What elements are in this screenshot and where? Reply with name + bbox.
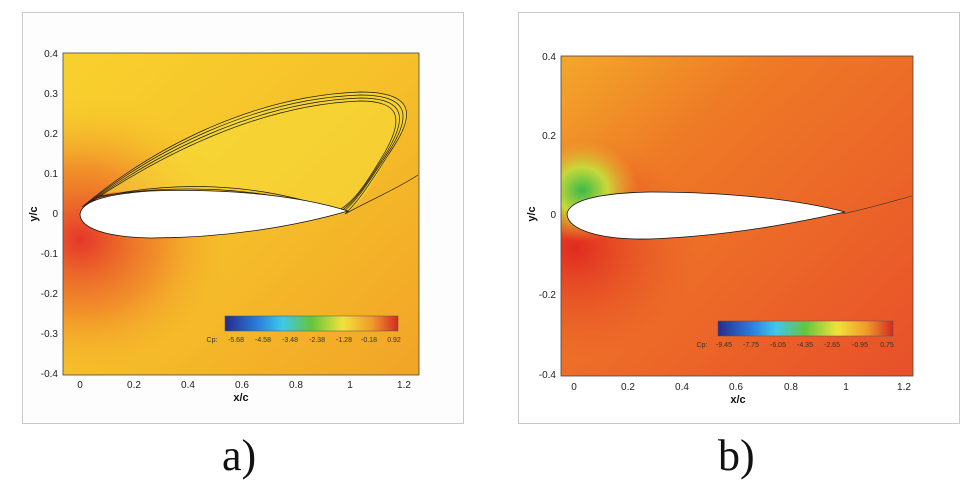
panel-b-xtick: 0.4 — [675, 382, 689, 393]
panel-a-xtick: 0.2 — [127, 380, 141, 391]
panel-a-xlabel: x/c — [233, 392, 248, 404]
panel-b-frame — [518, 12, 960, 424]
panel-b-colorbar-value: -2.65 — [824, 342, 840, 349]
panel-a-ytick: -0.3 — [41, 329, 59, 340]
panel-b-caption: b) — [718, 431, 755, 480]
panel-a-colorbar-value: -0.18 — [361, 337, 377, 344]
panel-a-ytick: 0.3 — [44, 89, 58, 100]
panel-b-ytick: 0 — [550, 210, 556, 221]
panel-a-colorbar-value: -2.38 — [309, 337, 325, 344]
panel-a-colorbar-value: -1.28 — [336, 337, 352, 344]
panel-a-colorbar-value: 0.92 — [387, 337, 401, 344]
panel-a-xtick: 0.4 — [181, 380, 195, 391]
panel-a-ytick: 0.1 — [44, 169, 58, 180]
panel-a-vortex — [80, 92, 408, 214]
panel-b-xtick: 0 — [571, 382, 577, 393]
panel-a-airfoil — [79, 189, 350, 239]
panel-a-colorbar-value: -4.58 — [255, 337, 271, 344]
panel-b-xtick: 0.8 — [784, 382, 798, 393]
panel-b-xtick: 1 — [843, 382, 849, 393]
panel-a-colorbar — [224, 315, 399, 332]
panel-a-xtick: 1.2 — [397, 380, 411, 391]
panel-a-xtick: 0 — [77, 380, 83, 391]
panel-b-colorbar-value: -7.75 — [743, 342, 759, 349]
panel-a-ytick: -0.1 — [41, 249, 59, 260]
panel-b-xtick: 0.6 — [729, 382, 743, 393]
panel-a-colorbar-label: Cp: — [207, 337, 218, 344]
panel-b-ylabel: y/c — [526, 206, 538, 221]
panel-b-ytick: 0.2 — [542, 131, 556, 142]
panel-b-ytick: 0.4 — [542, 52, 556, 63]
panel-b-xtick: 0.2 — [621, 382, 635, 393]
panel-b-colorbar-value: -9.45 — [716, 342, 732, 349]
panel-b-ytick: -0.4 — [539, 370, 557, 381]
panel-a-colorbar-value: -5.68 — [228, 337, 244, 344]
panel-b-airfoil — [566, 191, 846, 240]
panel-b-colorbar-label: Cp: — [697, 342, 708, 349]
panel-a-ytick: -0.4 — [41, 369, 59, 380]
panel-b-xlabel: x/c — [730, 394, 745, 406]
panel-a-ytick: -0.2 — [41, 289, 59, 300]
panel-b-colorbar — [717, 320, 894, 337]
panel-b-ytick: -0.2 — [539, 290, 557, 301]
panel-b-wake-line — [841, 195, 913, 215]
panel-a-colorbar-value: -3.48 — [282, 337, 298, 344]
panel-b-xtick: 1.2 — [897, 382, 911, 393]
panel-a-xtick: 0.6 — [235, 380, 249, 391]
panel-a-ytick: 0.4 — [44, 49, 58, 60]
panel-a-ylabel: y/c — [28, 206, 40, 221]
panel-a-ytick: 0.2 — [44, 129, 58, 140]
panel-b-colorbar-value: 0.75 — [880, 342, 894, 349]
panel-a-ytick: 0 — [52, 209, 58, 220]
panel-a-xtick: 0.8 — [289, 380, 303, 391]
panel-a-caption: a) — [222, 431, 257, 480]
panel-b-colorbar-value: -0.95 — [852, 342, 868, 349]
panel-b-colorbar-value: -6.05 — [770, 342, 786, 349]
panel-a-xtick: 1 — [347, 380, 353, 391]
panel-b-colorbar-value: -4.35 — [797, 342, 813, 349]
